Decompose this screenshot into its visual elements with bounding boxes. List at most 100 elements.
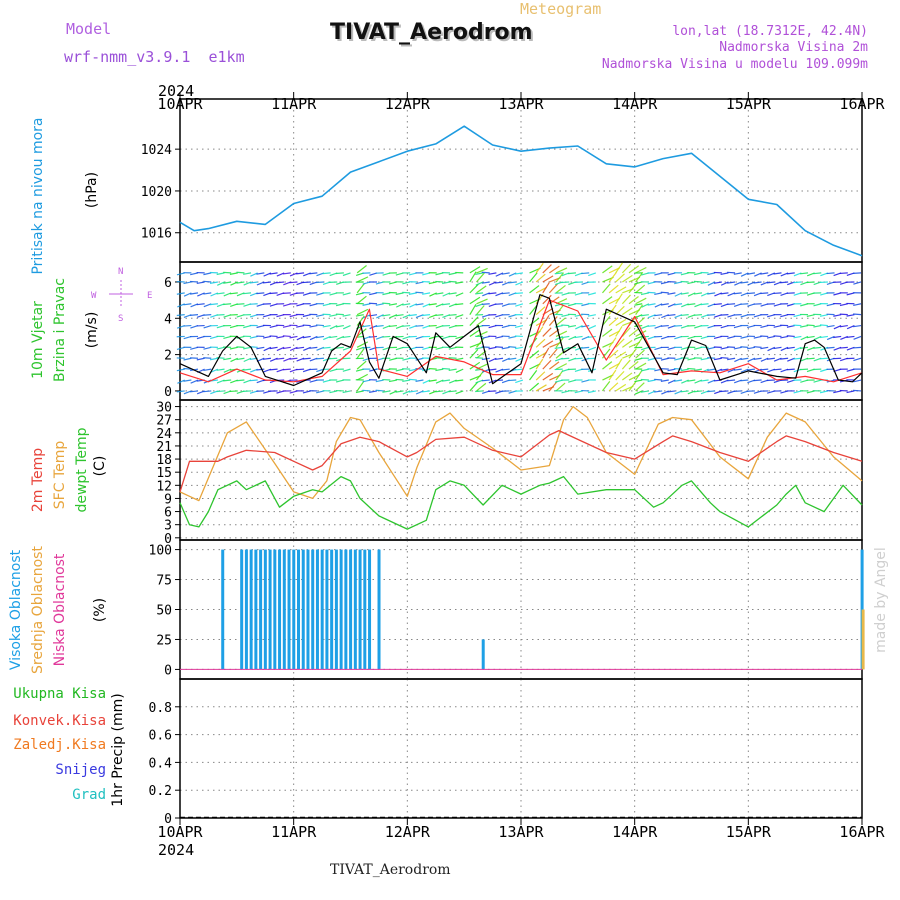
wind-arrow — [687, 292, 696, 297]
wind-arrow — [356, 265, 367, 274]
wind-arrow — [555, 335, 563, 341]
wind-arrow — [800, 335, 809, 341]
wind-arrow — [635, 266, 647, 274]
temp2m-label: 2m Temp — [30, 448, 46, 512]
wind-arrow — [819, 357, 828, 360]
wind-arrow — [734, 357, 742, 363]
cloud-bar-0 — [282, 549, 286, 670]
wind-arrow — [615, 262, 623, 274]
wind-arrow — [342, 314, 351, 317]
wind-arrow — [329, 314, 338, 317]
wind-arrow — [535, 306, 546, 316]
pressure-label: Pritisak na nivou mora — [30, 117, 46, 274]
wind-arrow — [508, 272, 517, 277]
ytick-label-wind: 0 — [164, 385, 172, 400]
wind-arrow — [475, 272, 484, 276]
wind-arrow — [819, 314, 829, 317]
ytick-label-pressure: 1020 — [141, 185, 172, 200]
wind-arrow — [494, 303, 504, 305]
wind-arrow — [542, 327, 552, 337]
wind-arrow — [476, 331, 488, 337]
xtick-label-top: 16APR — [839, 95, 885, 113]
wind-arrow — [647, 379, 656, 383]
wind-arrow — [754, 272, 762, 277]
wind-arrow — [455, 303, 464, 306]
ytick-label-wind: 2 — [164, 349, 172, 364]
wind-arrow — [615, 305, 625, 316]
wind-arrow — [189, 280, 199, 283]
wind-arrow — [819, 335, 828, 339]
wind-arrow — [622, 339, 633, 348]
wind-arrow — [183, 292, 192, 297]
wind-arrow — [720, 346, 729, 350]
wind-arrow — [608, 349, 619, 359]
wind-arrow — [435, 292, 444, 295]
wind-arrow — [635, 362, 647, 370]
wind-arrow — [574, 335, 583, 339]
wind-arrow — [356, 328, 367, 337]
model-name: wrf-nmm_v3.9.1 e1km — [64, 48, 245, 66]
wind-arrow — [382, 314, 391, 317]
wind-arrow — [476, 285, 487, 294]
wind-arrow — [654, 314, 663, 317]
wind-arrow — [481, 303, 490, 306]
wind-arrow — [535, 351, 547, 359]
wind-arrow — [441, 367, 451, 370]
wind-arrow — [488, 346, 497, 350]
xtick-label-top: 14APR — [612, 95, 658, 113]
wind-arrow — [674, 379, 683, 382]
wind-arrow — [415, 291, 424, 294]
xtick-label-bottom: 12APR — [385, 823, 431, 841]
wind-arrow — [455, 335, 464, 340]
wind-arrow — [289, 335, 298, 339]
wind-arrow — [635, 382, 645, 392]
wind-arrow — [615, 318, 627, 327]
wind-arrow — [296, 272, 305, 275]
cloud-bar-0 — [292, 549, 296, 670]
wind-arrow — [455, 314, 464, 318]
cloud-bar-0 — [334, 549, 338, 670]
wind-arrow — [581, 346, 590, 349]
wind-arrow — [362, 379, 371, 383]
wind-arrow — [693, 314, 702, 316]
wind-arrow — [635, 317, 645, 327]
wind-arrow — [203, 272, 212, 276]
wind-arrow — [760, 292, 769, 295]
wind-arrow — [740, 272, 749, 277]
wind-arrow — [853, 281, 862, 285]
ytick-label-pressure: 1024 — [141, 143, 172, 158]
cloud-bar-0 — [240, 549, 244, 670]
wind-arrow — [555, 267, 568, 274]
wind-arrow — [276, 281, 285, 284]
wind-arrow — [177, 379, 185, 384]
wind-arrow — [508, 335, 517, 339]
wind-arrow — [635, 369, 643, 381]
wind-arrow — [469, 304, 477, 315]
wind-arrow — [746, 346, 756, 350]
wind-arrow — [415, 281, 424, 285]
wind-arrow — [216, 357, 225, 359]
wind-arrow — [495, 357, 504, 361]
wind-arrow — [495, 272, 504, 277]
wind-arrow — [846, 335, 855, 338]
wind-arrow — [674, 292, 683, 297]
ytick-label-wind: 4 — [164, 312, 172, 327]
wind-arrow — [608, 369, 617, 381]
wind-arrow — [249, 335, 258, 339]
wind-arrow — [554, 346, 563, 349]
ytick-label-precip: 0.4 — [149, 756, 173, 771]
wind-arrow — [608, 317, 619, 327]
wind-arrow — [635, 304, 644, 316]
wind-arrow — [647, 324, 656, 327]
wind-arrow — [315, 324, 325, 327]
wind-arrow — [853, 346, 862, 349]
wind-arrow — [542, 282, 550, 294]
wind-arrow — [555, 337, 564, 348]
cloud-bar-0 — [268, 549, 272, 670]
wind-arrow — [674, 357, 683, 361]
wind-arrow — [455, 379, 464, 382]
wind-arrow — [746, 292, 756, 295]
wind-arrow — [435, 368, 444, 372]
wind-arrow — [819, 390, 829, 394]
wind-arrow — [720, 368, 729, 371]
